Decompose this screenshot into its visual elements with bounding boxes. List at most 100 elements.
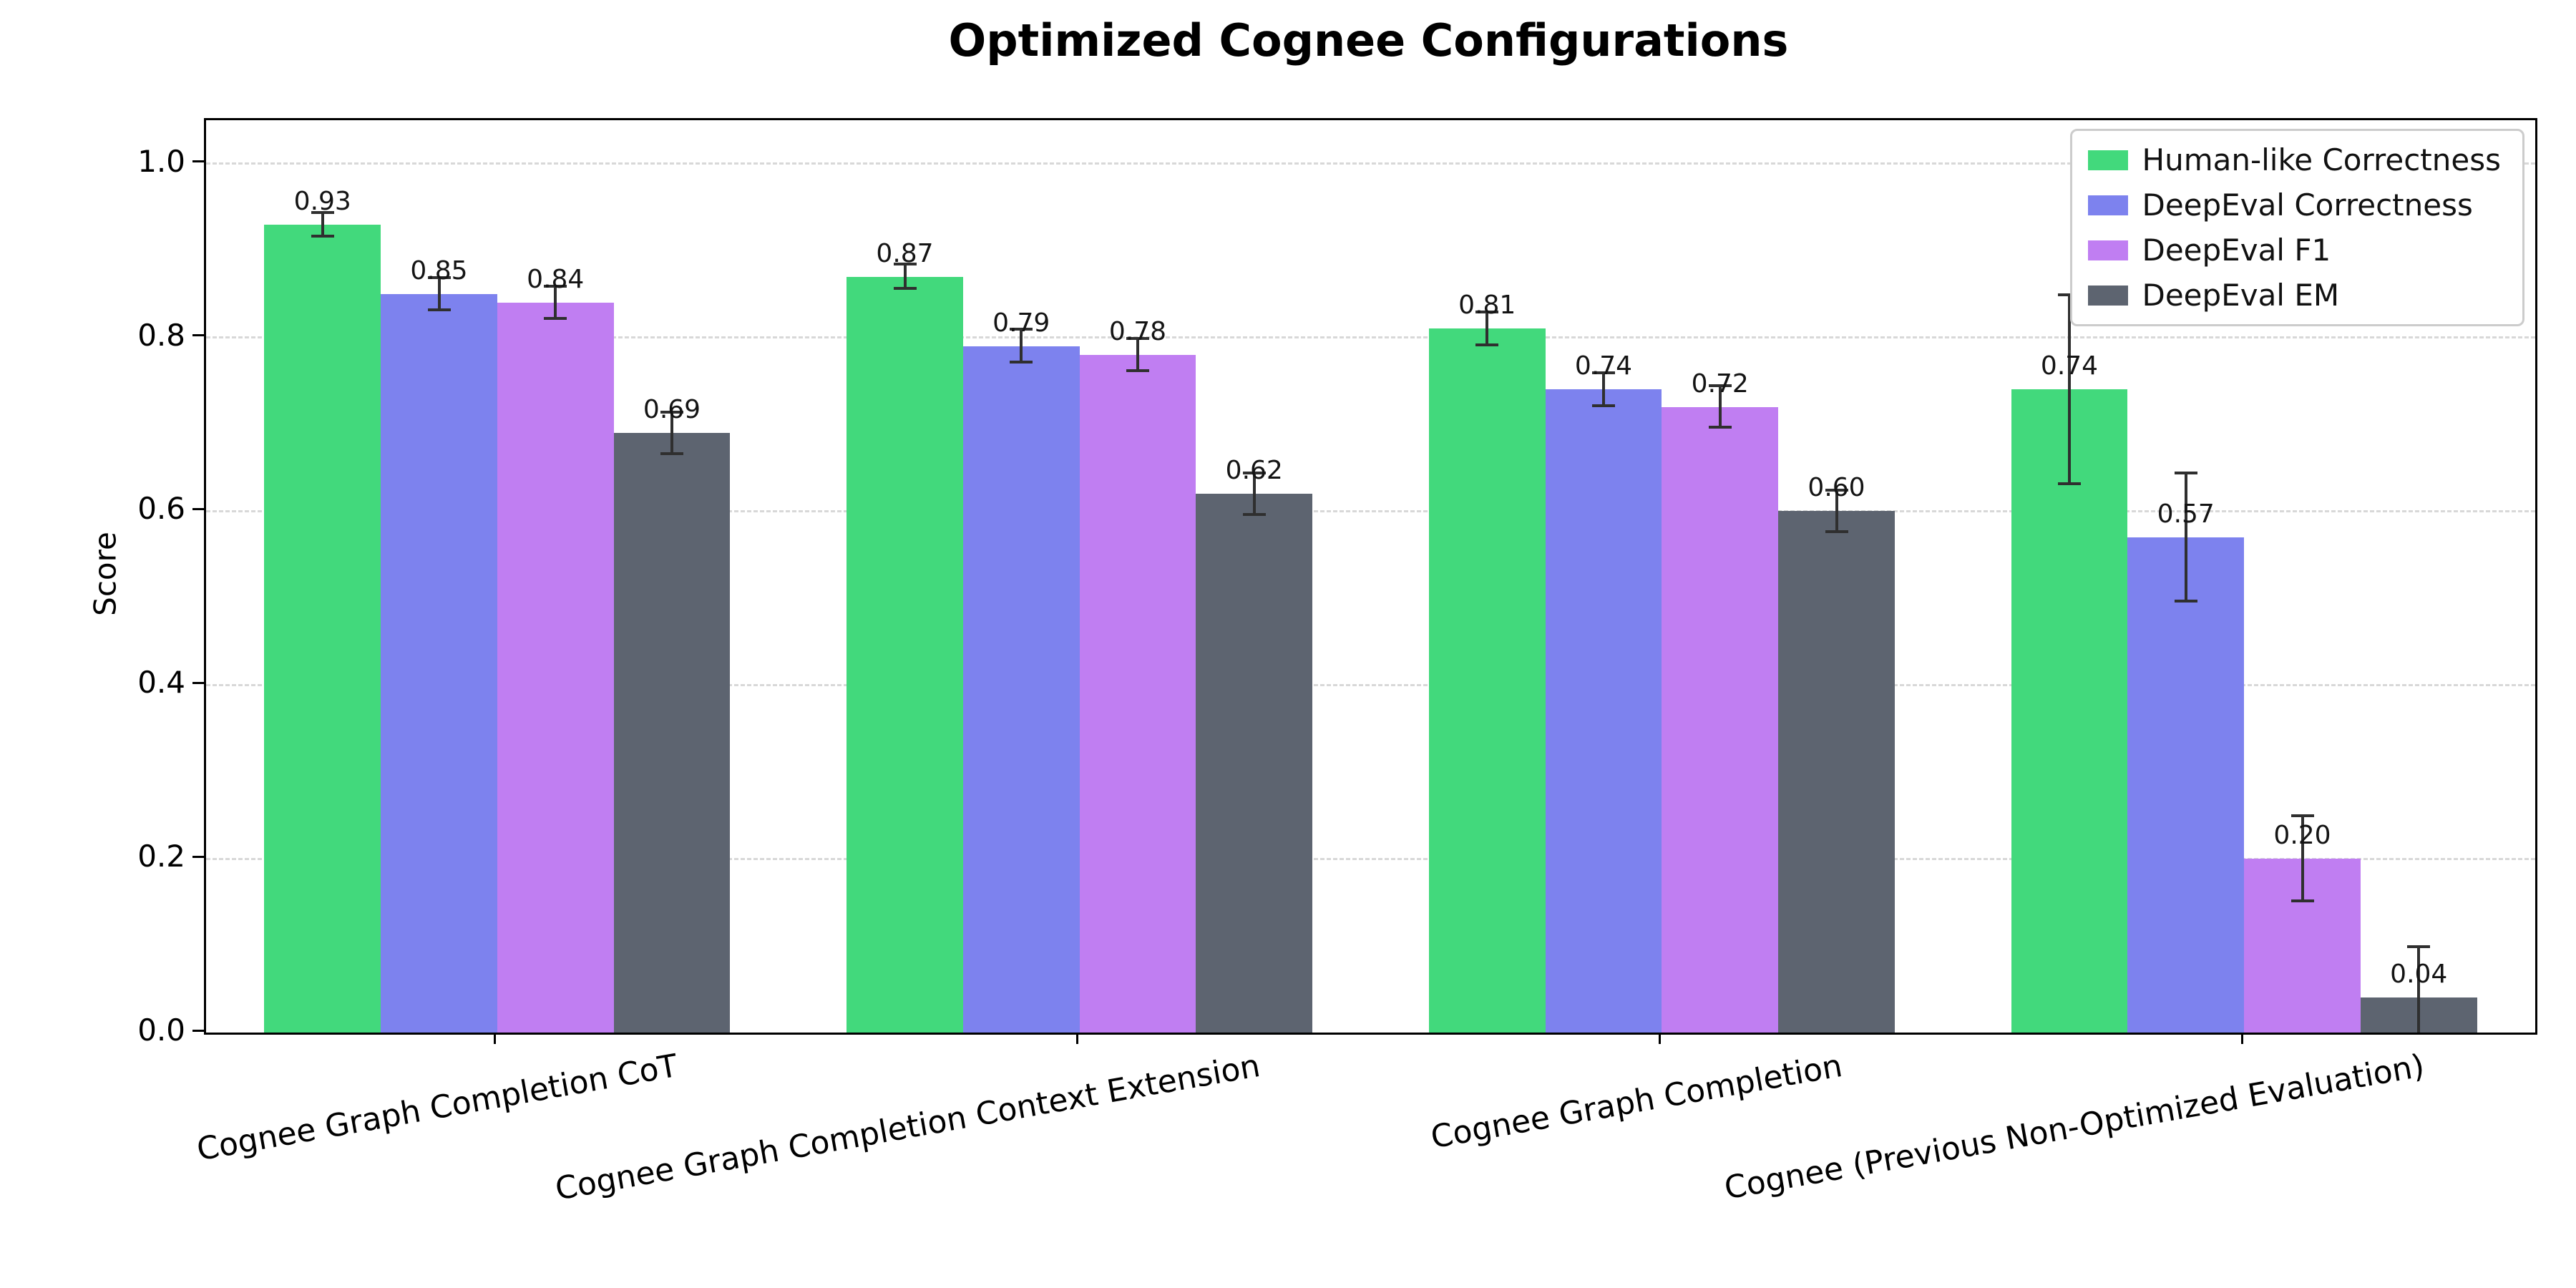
- error-bar: [1602, 372, 1605, 407]
- legend-item: DeepEval F1: [2087, 233, 2502, 268]
- bar-value-label: 0.04: [2390, 960, 2448, 990]
- error-bar-cap-bottom: [2174, 599, 2197, 602]
- legend: Human-like Correctness DeepEval Correctn…: [2069, 129, 2524, 326]
- error-bar-cap-bottom: [1708, 426, 1732, 429]
- legend-label: Human-like Correctness: [2142, 142, 2502, 177]
- error-bar-cap-bottom: [2290, 899, 2314, 902]
- x-tick-mark: [2240, 1033, 2243, 1044]
- bar: [2011, 389, 2128, 1033]
- bar-value-label: 0.81: [1458, 291, 1516, 321]
- bar: [1778, 511, 1895, 1033]
- error-bar: [2301, 815, 2304, 902]
- error-bar: [2417, 945, 2421, 1033]
- y-tick-label: 1.0: [137, 143, 185, 179]
- bar-value-label: 0.72: [1691, 369, 1749, 399]
- y-tick-mark: [192, 1029, 204, 1032]
- error-bar: [2184, 472, 2187, 602]
- error-bar-cap-top: [2174, 471, 2197, 474]
- error-bar-cap-bottom: [311, 234, 334, 238]
- bar: [962, 346, 1080, 1033]
- error-bar-cap-bottom: [544, 317, 567, 321]
- bar: [2127, 537, 2245, 1033]
- error-bar-cap-top: [427, 275, 451, 279]
- error-bar-cap-bottom: [1010, 361, 1033, 364]
- error-bar: [554, 285, 557, 321]
- x-tick-mark: [1658, 1033, 1661, 1044]
- legend-item: Human-like Correctness: [2087, 142, 2502, 177]
- error-bar: [1485, 311, 1489, 346]
- error-bar-cap-bottom: [1592, 404, 1615, 407]
- bar: [1545, 389, 1662, 1033]
- legend-label: DeepEval Correctness: [2142, 187, 2473, 223]
- bar-value-label: 0.84: [527, 265, 585, 294]
- legend-label: DeepEval EM: [2142, 278, 2340, 313]
- error-bar: [1835, 489, 1838, 533]
- error-bar: [670, 411, 673, 455]
- error-bar-cap-top: [2058, 293, 2081, 296]
- bar-value-label: 0.87: [876, 238, 934, 268]
- y-tick-label: 0.4: [137, 665, 185, 701]
- error-bar-cap-top: [1825, 489, 1848, 492]
- bar-value-label: 0.74: [2040, 351, 2099, 381]
- y-tick-label: 0.0: [137, 1013, 185, 1048]
- bar-value-label: 0.69: [643, 395, 701, 425]
- bar-value-label: 0.74: [1574, 351, 1633, 381]
- error-bar-cap-top: [2407, 945, 2431, 948]
- y-tick-mark: [192, 160, 204, 163]
- bar: [381, 293, 497, 1033]
- chart-title: Optimized Cognee Configurations: [948, 14, 1789, 67]
- error-bar-cap-bottom: [1825, 530, 1848, 533]
- error-bar-cap-bottom: [2058, 482, 2081, 485]
- error-bar-cap-bottom: [1242, 512, 1266, 516]
- bar-value-label: 0.60: [1807, 473, 1865, 503]
- error-bar-cap-bottom: [893, 286, 917, 290]
- y-axis-label: Score: [87, 532, 123, 616]
- x-tick-label: Cognee Graph Completion CoT: [194, 1048, 680, 1169]
- legend-label: DeepEval F1: [2142, 233, 2331, 268]
- error-bar-cap-bottom: [660, 452, 683, 455]
- legend-item: DeepEval EM: [2087, 278, 2502, 313]
- bar: [847, 276, 963, 1033]
- gridline: [206, 162, 2535, 165]
- error-bar-cap-top: [893, 263, 917, 266]
- error-bar-cap-top: [2290, 814, 2314, 818]
- error-bar: [903, 263, 907, 290]
- error-bar-cap-bottom: [1475, 343, 1499, 346]
- y-tick-mark: [192, 681, 204, 684]
- x-tick-mark: [1076, 1033, 1079, 1044]
- error-bar-cap-bottom: [1126, 369, 1149, 373]
- x-tick-label: Cognee Graph Completion: [1428, 1048, 1845, 1156]
- gridline: [206, 857, 2535, 860]
- bar-value-label: 0.85: [410, 255, 468, 286]
- error-bar: [1020, 328, 1023, 364]
- legend-swatch-deepeval-em: [2087, 285, 2128, 306]
- y-tick-label: 0.8: [137, 317, 185, 353]
- legend-swatch-deepeval-correctness: [2087, 195, 2128, 215]
- legend-item: DeepEval Correctness: [2087, 187, 2502, 223]
- gridline: [206, 336, 2535, 339]
- error-bar-cap-top: [1475, 311, 1499, 314]
- error-bar-cap-top: [1592, 371, 1615, 375]
- error-bar-cap-top: [544, 284, 567, 288]
- y-tick-mark: [192, 507, 204, 510]
- bar-value-label: 0.62: [1225, 456, 1283, 486]
- error-bar: [1718, 385, 1722, 429]
- error-bar: [321, 211, 324, 238]
- bar: [1662, 406, 1779, 1033]
- error-bar-cap-top: [1708, 384, 1732, 388]
- bar-value-label: 0.78: [1108, 316, 1167, 346]
- y-tick-mark: [192, 334, 204, 337]
- y-tick-label: 0.6: [137, 491, 185, 527]
- bar: [264, 224, 381, 1033]
- bar-value-label: 0.79: [992, 308, 1050, 338]
- error-bar-cap-top: [1126, 336, 1149, 340]
- bar-value-label: 0.93: [293, 186, 351, 216]
- bar: [497, 303, 614, 1033]
- error-bar-cap-top: [311, 210, 334, 214]
- error-bar-cap-top: [1010, 328, 1033, 331]
- y-tick-label: 0.2: [137, 839, 185, 874]
- y-tick-mark: [192, 855, 204, 858]
- bar: [1196, 494, 1313, 1033]
- error-bar-cap-top: [1242, 471, 1266, 474]
